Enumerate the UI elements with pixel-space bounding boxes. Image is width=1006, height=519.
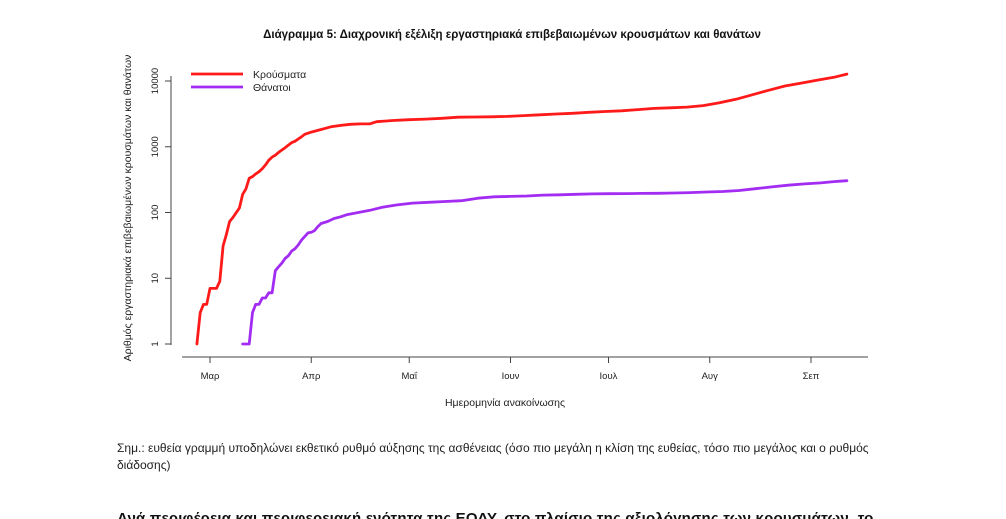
y-tick-label: 10000 xyxy=(150,68,161,94)
deaths-line xyxy=(241,179,849,346)
y-axis-ticks: 1 10 100 1000 10000 xyxy=(150,68,171,347)
y-axis-label: Αριθμός εργαστηριακά επιβεβαιωμένων κρου… xyxy=(122,55,134,362)
x-tick-label: Μαρ xyxy=(201,371,220,382)
x-tick-label: Ιουν xyxy=(502,371,520,382)
legend-label-cases: Κρούσματα xyxy=(253,69,306,81)
x-axis-label: Ημερομηνία ανακοίνωσης xyxy=(445,397,565,409)
x-axis-ticks: Μαρ Απρ Μαΐ Ιουν Ιουλ Αυγ Σεπ xyxy=(201,357,820,382)
chart: Διάγραμμα 5: Διαχρονική εξέλιξη εργαστηρ… xyxy=(122,29,868,409)
x-tick-label: Ιουλ xyxy=(600,371,618,382)
next-paragraph-cutoff: Ανά περιφέρεια και περιφερειακή ενότητα … xyxy=(117,508,877,519)
legend-label-deaths: Θάνατοι xyxy=(253,82,291,94)
series-cases xyxy=(195,72,849,346)
legend: Κρούσματα Θάνατοι xyxy=(191,69,306,94)
x-tick-label: Σεπ xyxy=(803,371,820,382)
x-tick-label: Αυγ xyxy=(702,371,719,382)
cases-line xyxy=(195,72,849,346)
next-paragraph-text: Ανά περιφέρεια και περιφερειακή ενότητα … xyxy=(117,510,877,519)
x-tick-label: Απρ xyxy=(302,371,321,382)
y-tick-label: 10 xyxy=(150,273,161,284)
x-tick-label: Μαΐ xyxy=(401,371,417,382)
chart-title: Διάγραμμα 5: Διαχρονική εξέλιξη εργαστηρ… xyxy=(263,29,761,41)
y-tick-label: 100 xyxy=(150,205,161,221)
y-tick-label: 1 xyxy=(150,341,161,346)
y-tick-label: 1000 xyxy=(150,136,161,157)
series-deaths xyxy=(241,179,849,346)
chart-note: Σημ.: ευθεία γραμμή υποδηλώνει εκθετικό … xyxy=(117,441,869,472)
